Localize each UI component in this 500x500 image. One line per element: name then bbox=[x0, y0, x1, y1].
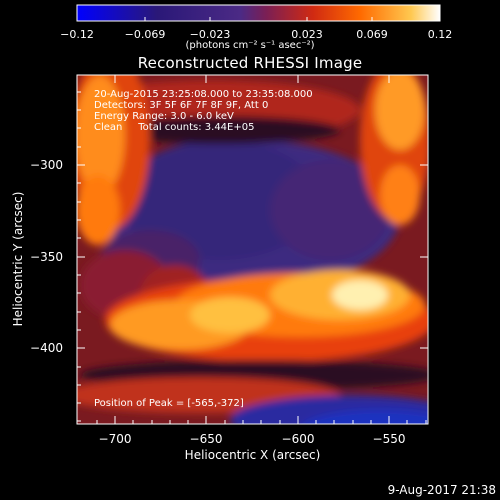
info-line-counts: Clean Total counts: 3.44E+05 bbox=[94, 122, 255, 133]
peak-position-label: Position of Peak = [-565,-372] bbox=[94, 398, 244, 409]
plot-title: Reconstructed RHESSI Image bbox=[137, 54, 363, 72]
colorbar-tick-label: −0.12 bbox=[60, 28, 94, 41]
y-tick-label: −350 bbox=[30, 250, 63, 264]
colorbar-tick-label: 0.023 bbox=[291, 28, 323, 41]
x-tick-label: −550 bbox=[372, 432, 406, 446]
colorbar-tick-label: −0.069 bbox=[124, 28, 166, 41]
colorbar-tick-label: 0.12 bbox=[427, 28, 453, 41]
map-image bbox=[77, 75, 428, 424]
plot-frame bbox=[76, 74, 429, 425]
x-tick-label: −650 bbox=[189, 432, 223, 446]
x-tick-label: −600 bbox=[281, 432, 315, 446]
colorbar-ticks bbox=[76, 17, 441, 21]
x-axis-label: Heliocentric X (arcsec) bbox=[184, 448, 321, 462]
info-line-detectors: Detectors: 3F 5F 6F 7F 8F 9F, Att 0 bbox=[94, 100, 269, 111]
y-axis-label: Heliocentric Y (arcsec) bbox=[11, 191, 25, 327]
info-line-energy: Energy Range: 3.0 - 6.0 keV bbox=[94, 111, 234, 122]
colorbar-tick-label: 0.069 bbox=[356, 28, 388, 41]
y-tick-label: −300 bbox=[30, 158, 63, 172]
colorbar bbox=[76, 4, 441, 22]
axis-ticks bbox=[77, 75, 428, 424]
timestamp-footer: 9-Aug-2017 21:38 bbox=[387, 483, 496, 497]
colorbar-tick-label: −0.023 bbox=[189, 28, 231, 41]
colorbar-units-label: (photons cm⁻² s⁻¹ asec⁻²) bbox=[185, 40, 315, 51]
x-tick-label: −700 bbox=[98, 432, 132, 446]
y-tick-label: −400 bbox=[30, 341, 63, 355]
info-line-time: 20-Aug-2015 23:25:08.000 to 23:35:08.000 bbox=[94, 89, 313, 100]
